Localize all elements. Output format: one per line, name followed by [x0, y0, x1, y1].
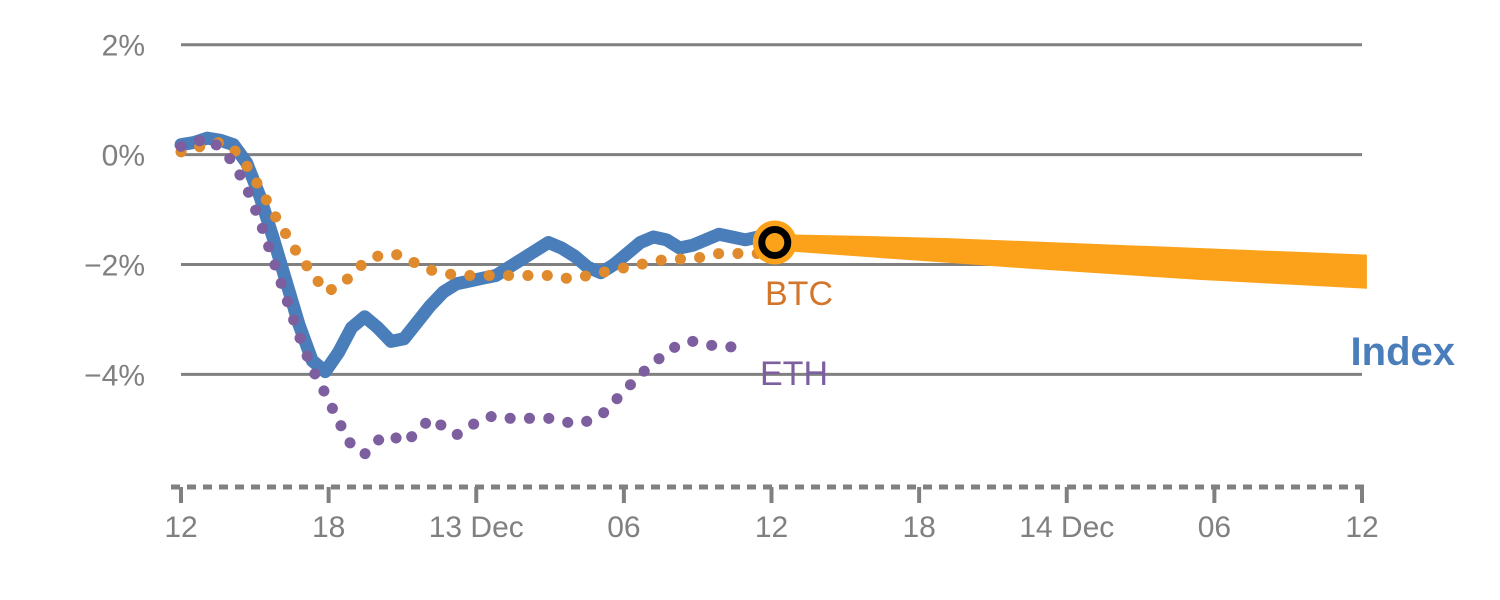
series-line-index[interactable]	[174, 131, 778, 379]
x-tick-label-7: 06	[1198, 511, 1231, 544]
series-label-index: Index	[1351, 330, 1455, 374]
x-axis-ticks-group	[179, 487, 1364, 503]
series-lines-group	[174, 131, 778, 460]
y-tick-label-1: 0%	[102, 140, 145, 173]
x-tick-label-2: 13 Dec	[429, 511, 524, 544]
x-tick-label-0: 12	[164, 511, 197, 544]
series-line-eth[interactable]	[175, 132, 751, 460]
x-tick-label-4: 12	[755, 511, 788, 544]
x-tick-label-8: 12	[1345, 511, 1378, 544]
x-tick-labels-group: 12 18 13 Dec 06 12 18 14 Dec 06 12	[164, 511, 1378, 544]
series-label-btc: BTC	[765, 275, 833, 313]
y-tick-label-2: −2%	[84, 249, 145, 282]
series-label-eth: ETH	[760, 355, 828, 393]
forecast-band-group	[779, 234, 1367, 289]
current-point-marker[interactable]	[758, 226, 792, 260]
y-tick-label-3: −4%	[84, 359, 145, 392]
y-tick-label-0: 2%	[102, 30, 145, 63]
gridlines-group	[181, 43, 1362, 376]
x-tick-label-5: 18	[902, 511, 935, 544]
x-tick-label-3: 06	[607, 511, 640, 544]
series-labels-group: Index BTC ETH	[760, 275, 1455, 393]
current-point-marker-group	[752, 220, 797, 265]
y-tick-labels-group: 2% 0% −2% −4%	[84, 30, 145, 393]
x-tick-label-1: 18	[312, 511, 345, 544]
x-tick-label-6: 14 Dec	[1019, 511, 1114, 544]
forecast-cone	[779, 234, 1367, 289]
